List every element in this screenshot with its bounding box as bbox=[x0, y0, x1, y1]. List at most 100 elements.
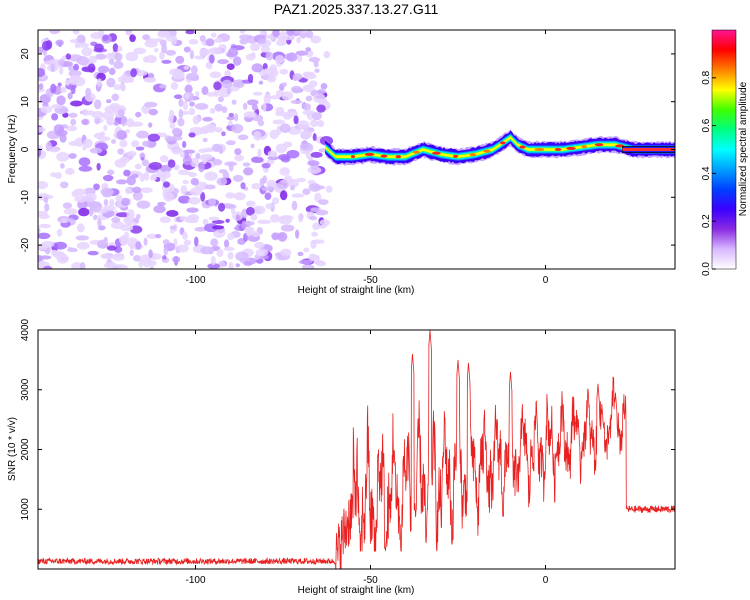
noise-blob bbox=[228, 112, 235, 118]
noise-blob bbox=[56, 151, 70, 162]
noise-blob bbox=[224, 70, 232, 78]
noise-blob bbox=[292, 73, 303, 81]
signal-tail-core bbox=[622, 148, 675, 151]
noise-blob bbox=[245, 206, 255, 216]
noise-blob bbox=[188, 171, 197, 178]
noise-blob bbox=[310, 119, 318, 128]
noise-blob bbox=[126, 218, 135, 223]
noise-blob bbox=[242, 162, 251, 167]
spectrogram-x-tick-label: -100 bbox=[185, 275, 205, 286]
noise-blob bbox=[49, 30, 61, 35]
noise-blob bbox=[217, 59, 229, 65]
noise-blob bbox=[159, 51, 165, 61]
noise-blob bbox=[272, 197, 280, 205]
noise-blob bbox=[184, 84, 193, 94]
noise-blob bbox=[188, 197, 201, 205]
noise-blob bbox=[208, 47, 223, 55]
noise-blob bbox=[211, 219, 225, 225]
noise-blob bbox=[202, 137, 208, 143]
noise-blob bbox=[250, 143, 255, 149]
noise-blob bbox=[62, 202, 72, 209]
noise-blob bbox=[135, 146, 145, 151]
noise-blob bbox=[60, 218, 68, 224]
noise-blob bbox=[297, 251, 304, 257]
noise-blob bbox=[281, 91, 294, 101]
noise-blob bbox=[79, 262, 86, 269]
noise-blob bbox=[303, 103, 312, 111]
noise-blob bbox=[296, 36, 301, 44]
noise-blob bbox=[45, 141, 52, 152]
snr-panel: -100 -50 0 1000 2000 3000 4000 Height of stra… bbox=[7, 318, 676, 596]
noise-blob bbox=[316, 209, 329, 216]
noise-blob bbox=[146, 233, 159, 239]
noise-blob bbox=[160, 155, 169, 163]
noise-blob bbox=[302, 188, 311, 195]
noise-blob bbox=[297, 54, 303, 63]
noise-blob bbox=[280, 224, 295, 232]
noise-blob bbox=[245, 53, 256, 61]
noise-blob bbox=[182, 231, 188, 240]
noise-blob bbox=[217, 202, 226, 212]
noise-blob bbox=[139, 153, 146, 158]
noise-blob bbox=[235, 263, 241, 268]
noise-blob bbox=[307, 160, 320, 166]
noise-blob bbox=[83, 138, 93, 149]
noise-blob bbox=[102, 34, 109, 42]
noise-blob bbox=[126, 209, 135, 219]
noise-blob bbox=[149, 266, 155, 269]
noise-blob bbox=[58, 58, 65, 66]
noise-blob bbox=[262, 175, 268, 184]
noise-blob bbox=[171, 35, 178, 46]
noise-blob bbox=[204, 184, 216, 190]
noise-blob bbox=[142, 140, 150, 147]
noise-blob bbox=[216, 177, 228, 186]
noise-blob bbox=[49, 148, 60, 153]
noise-blob bbox=[205, 38, 215, 47]
noise-blob bbox=[103, 262, 118, 269]
noise-blob bbox=[159, 216, 171, 224]
noise-blob bbox=[102, 254, 115, 260]
noise-blob bbox=[106, 77, 116, 88]
noise-blob bbox=[319, 219, 330, 226]
noise-blob bbox=[38, 210, 48, 217]
noise-blob bbox=[93, 43, 104, 53]
noise-blob bbox=[149, 175, 157, 181]
noise-blob bbox=[190, 75, 200, 82]
noise-blob bbox=[125, 128, 131, 134]
noise-blob bbox=[235, 214, 240, 222]
noise-blob bbox=[114, 158, 127, 168]
noise-blob bbox=[132, 186, 142, 194]
noise-blob bbox=[109, 102, 121, 112]
noise-blob bbox=[125, 187, 132, 195]
noise-blob bbox=[257, 38, 267, 45]
noise-blob bbox=[225, 204, 237, 210]
noise-blob bbox=[234, 148, 242, 156]
noise-blob bbox=[195, 91, 200, 97]
noise-blob bbox=[85, 87, 92, 98]
noise-blob bbox=[132, 190, 143, 201]
noise-blob bbox=[119, 139, 128, 148]
noise-blob bbox=[93, 183, 100, 191]
noise-blob bbox=[106, 99, 112, 104]
noise-blob bbox=[169, 225, 177, 230]
noise-blob bbox=[67, 247, 78, 253]
noise-blob bbox=[234, 154, 244, 162]
noise-blob bbox=[213, 81, 222, 91]
noise-blob bbox=[252, 205, 266, 215]
noise-blob bbox=[227, 252, 234, 260]
noise-blob bbox=[305, 30, 314, 39]
noise-blob bbox=[38, 83, 44, 90]
noise-blob bbox=[275, 39, 287, 47]
noise-blob bbox=[242, 102, 248, 111]
noise-blob bbox=[166, 210, 179, 217]
noise-blob bbox=[200, 246, 215, 255]
noise-blob bbox=[78, 165, 93, 172]
noise-blob bbox=[178, 108, 184, 119]
noise-blob bbox=[111, 93, 120, 101]
noise-blob bbox=[50, 104, 63, 109]
noise-blob bbox=[183, 46, 191, 53]
noise-blob bbox=[157, 201, 166, 206]
noise-blob bbox=[268, 67, 279, 78]
noise-blob bbox=[169, 68, 183, 76]
noise-blob bbox=[139, 173, 145, 182]
